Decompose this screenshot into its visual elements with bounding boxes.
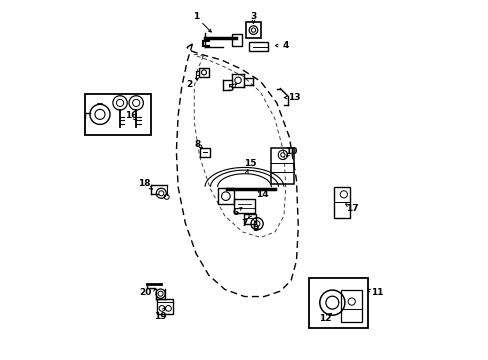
Bar bbox=[199, 68, 208, 77]
Text: 11: 11 bbox=[370, 288, 383, 297]
Text: 4: 4 bbox=[282, 41, 288, 50]
Text: 8: 8 bbox=[194, 140, 201, 149]
Text: 19: 19 bbox=[154, 312, 166, 321]
Text: 7: 7 bbox=[241, 219, 247, 228]
Bar bbox=[333, 187, 349, 218]
Text: 12: 12 bbox=[318, 314, 331, 323]
Text: 18: 18 bbox=[138, 179, 150, 188]
Text: 15: 15 bbox=[243, 159, 256, 168]
Bar bbox=[200, 148, 209, 157]
Text: 10: 10 bbox=[285, 147, 297, 156]
Bar bbox=[234, 199, 254, 213]
Text: 3: 3 bbox=[250, 12, 256, 21]
Bar bbox=[157, 300, 172, 315]
Text: 2: 2 bbox=[185, 81, 192, 90]
Bar bbox=[308, 278, 367, 328]
Text: 14: 14 bbox=[256, 190, 268, 199]
Text: 16: 16 bbox=[125, 111, 138, 120]
Text: 1: 1 bbox=[193, 12, 199, 21]
Bar bbox=[249, 41, 267, 51]
Bar bbox=[244, 214, 255, 224]
Bar bbox=[271, 148, 294, 184]
Text: 20: 20 bbox=[140, 288, 152, 297]
Bar bbox=[85, 94, 151, 135]
Bar bbox=[245, 22, 261, 38]
Text: 5: 5 bbox=[226, 84, 233, 93]
Text: 9: 9 bbox=[251, 224, 258, 233]
Bar bbox=[231, 34, 242, 46]
Text: 6: 6 bbox=[232, 208, 238, 217]
Bar bbox=[341, 290, 362, 322]
Bar bbox=[218, 188, 233, 204]
Text: 17: 17 bbox=[345, 204, 358, 213]
Text: 13: 13 bbox=[288, 93, 300, 102]
